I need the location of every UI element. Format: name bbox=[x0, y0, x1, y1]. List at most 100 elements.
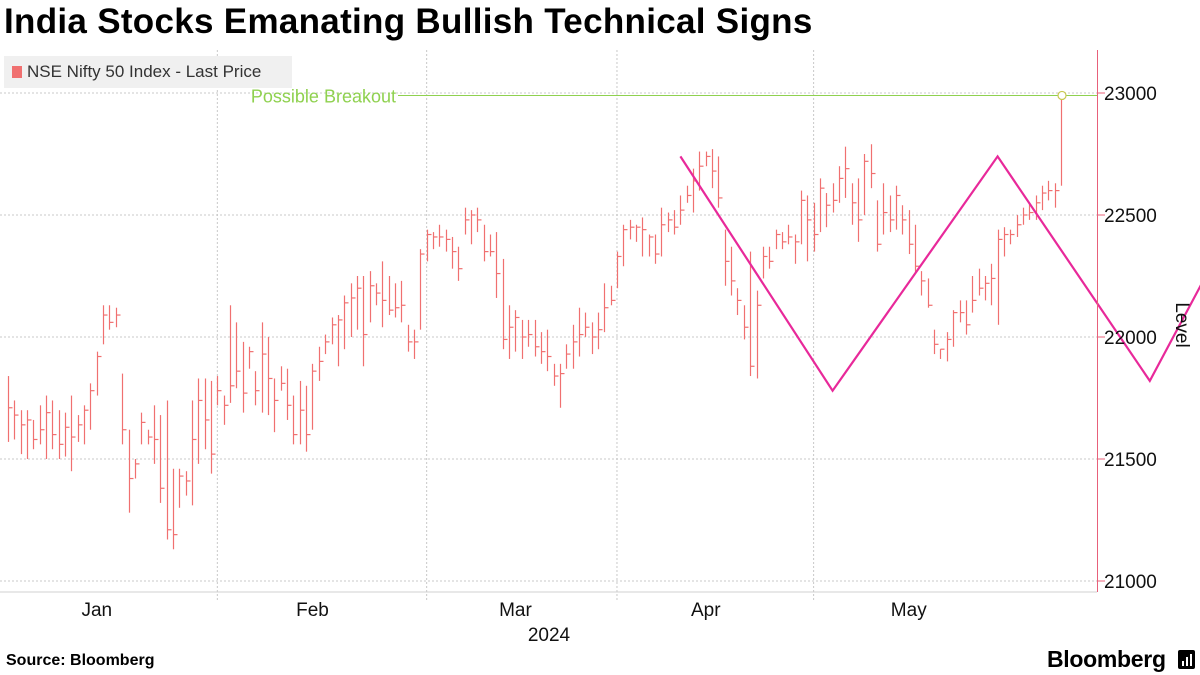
price-bar bbox=[102, 305, 108, 345]
price-bar bbox=[470, 210, 476, 245]
breakout-label: Possible Breakout bbox=[251, 86, 396, 106]
price-bar bbox=[514, 310, 520, 352]
price-bar bbox=[292, 395, 298, 445]
y-axis-title: Level bbox=[1171, 302, 1192, 347]
price-bar bbox=[610, 285, 616, 306]
price-bar bbox=[350, 283, 356, 337]
price-bar bbox=[705, 151, 711, 167]
price-bar bbox=[83, 405, 89, 445]
price-bar bbox=[673, 210, 679, 235]
price-bar bbox=[591, 322, 597, 355]
y-tick-label: 22000 bbox=[1104, 328, 1157, 349]
price-bar bbox=[134, 459, 140, 479]
price-bar bbox=[546, 329, 552, 372]
price-bar bbox=[32, 419, 38, 450]
price-bar bbox=[997, 229, 1003, 325]
price-bar bbox=[692, 168, 698, 213]
price-bar bbox=[686, 185, 692, 203]
price-bar bbox=[508, 305, 514, 359]
price-bar bbox=[413, 329, 419, 359]
chart-title: India Stocks Emanating Bullish Technical… bbox=[4, 2, 813, 41]
price-bar bbox=[147, 429, 153, 445]
price-bar bbox=[331, 317, 337, 345]
price-bar bbox=[622, 224, 628, 267]
price-bar bbox=[305, 385, 311, 452]
price-bar bbox=[565, 344, 571, 369]
price-bar bbox=[724, 229, 730, 286]
price-bar bbox=[489, 234, 495, 257]
price-bar bbox=[45, 395, 51, 459]
price-bar bbox=[1035, 195, 1041, 220]
price-bar bbox=[679, 195, 685, 225]
price-bar bbox=[978, 268, 984, 296]
price-bar bbox=[743, 305, 749, 340]
source-note: Source: Bloomberg bbox=[6, 652, 155, 669]
price-bar bbox=[1047, 180, 1053, 201]
price-bar bbox=[990, 263, 996, 306]
price-bar bbox=[965, 300, 971, 335]
price-bar bbox=[578, 307, 584, 357]
price-bar bbox=[273, 378, 279, 433]
price-bar bbox=[819, 178, 825, 233]
price-bar bbox=[254, 371, 260, 406]
price-bar bbox=[261, 322, 267, 413]
y-tick-label: 21000 bbox=[1104, 572, 1157, 593]
axis-layer: 21000 21500 22000 22500 23000 Level Jan Feb Mar A… bbox=[81, 50, 1192, 646]
x-tick-label: May bbox=[891, 600, 927, 621]
price-bar bbox=[26, 410, 32, 459]
price-bar bbox=[527, 319, 533, 347]
price-bar bbox=[216, 376, 222, 406]
price-bar bbox=[58, 410, 64, 459]
price-bar bbox=[762, 246, 768, 279]
legend-label: NSE Nifty 50 Index - Last Price bbox=[27, 62, 262, 81]
price-bar bbox=[394, 283, 400, 318]
price-bar bbox=[660, 207, 666, 257]
price-bar bbox=[933, 329, 939, 355]
price-bar bbox=[559, 363, 565, 408]
x-tick-label: Mar bbox=[499, 600, 532, 621]
price-bar bbox=[927, 278, 933, 308]
price-bar bbox=[318, 346, 324, 381]
price-bar bbox=[711, 149, 717, 189]
price-bar bbox=[1009, 229, 1015, 245]
price-bar bbox=[70, 395, 76, 472]
price-bar bbox=[717, 156, 723, 208]
price-bar bbox=[749, 251, 755, 377]
price-bar bbox=[572, 324, 578, 369]
x-tick-label: Jan bbox=[81, 600, 112, 621]
price-bar bbox=[876, 200, 882, 252]
price-bar bbox=[51, 400, 57, 450]
price-bar bbox=[939, 348, 945, 359]
price-bar bbox=[286, 368, 292, 420]
price-bar bbox=[13, 400, 19, 440]
x-tick-label: Feb bbox=[296, 600, 329, 621]
price-bar bbox=[635, 224, 641, 242]
legend-swatch bbox=[12, 66, 22, 78]
price-bar bbox=[7, 376, 13, 442]
price-bar bbox=[584, 312, 590, 337]
price-bar bbox=[419, 249, 425, 330]
price-bar bbox=[908, 210, 914, 255]
price-bar bbox=[242, 341, 248, 413]
price-bar bbox=[984, 276, 990, 301]
price-bar bbox=[432, 232, 438, 250]
price-bar bbox=[210, 380, 216, 474]
price-bar bbox=[324, 334, 330, 355]
price-bar bbox=[235, 322, 241, 389]
price-bar bbox=[832, 183, 838, 213]
price-bar bbox=[1003, 227, 1009, 257]
price-bar bbox=[914, 224, 920, 274]
price-bar bbox=[128, 429, 134, 513]
price-bar bbox=[77, 415, 83, 442]
price-bar bbox=[153, 405, 159, 464]
price-bar bbox=[476, 207, 482, 233]
price-bar bbox=[438, 224, 444, 247]
price-bar bbox=[457, 246, 463, 281]
price-bar bbox=[39, 405, 45, 445]
price-bar bbox=[825, 193, 831, 228]
price-bar bbox=[844, 146, 850, 198]
price-bar bbox=[959, 300, 965, 323]
price-bar bbox=[464, 207, 470, 235]
price-bar bbox=[140, 412, 146, 445]
